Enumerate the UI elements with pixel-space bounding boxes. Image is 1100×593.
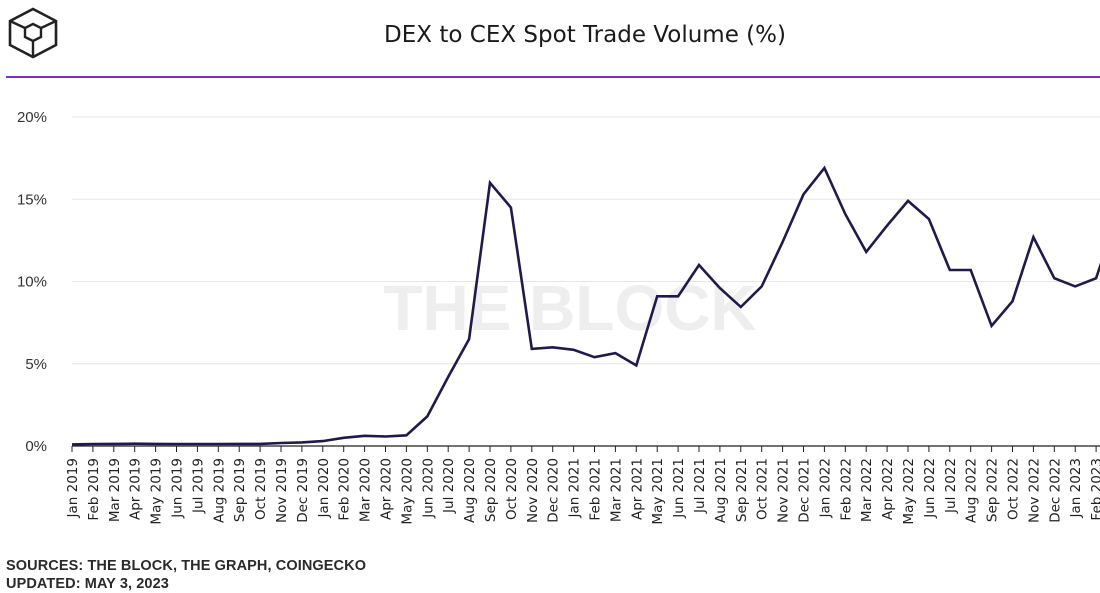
x-tick-label: Dec 2020 bbox=[546, 458, 562, 523]
x-tick-label: Dec 2021 bbox=[797, 458, 813, 523]
series-layer bbox=[71, 165, 1100, 446]
y-tick-label: 10% bbox=[17, 274, 47, 291]
x-tick-label: Nov 2022 bbox=[1026, 458, 1042, 523]
x-tick-label: Nov 2021 bbox=[776, 458, 792, 523]
x-tick-label: Jan 2023 bbox=[1068, 458, 1084, 518]
x-tick-label: Mar 2022 bbox=[859, 458, 875, 522]
y-axis-ticks: 0% 5% 10% 15% 20% bbox=[17, 109, 47, 455]
x-tick-label: Apr 2020 bbox=[379, 458, 395, 520]
x-tick-label: Jun 2019 bbox=[170, 458, 186, 519]
x-tick-label: Jan 2021 bbox=[567, 458, 583, 518]
x-tick-label: Mar 2020 bbox=[358, 458, 374, 522]
the-block-cube-icon bbox=[8, 7, 58, 59]
x-tick-label: Apr 2019 bbox=[128, 458, 144, 520]
x-tick-label: Oct 2021 bbox=[755, 458, 771, 520]
x-tick-label: Jun 2022 bbox=[922, 458, 938, 519]
x-tick-label: Feb 2022 bbox=[838, 458, 854, 521]
x-tick-label: Sep 2021 bbox=[734, 458, 750, 522]
x-tick-label: Dec 2019 bbox=[295, 458, 311, 523]
x-tick-label: Apr 2022 bbox=[880, 458, 896, 520]
x-tick-label: Jan 2022 bbox=[817, 458, 833, 518]
x-tick-label: Feb 2023 bbox=[1089, 458, 1100, 521]
x-tick-label: Feb 2019 bbox=[86, 458, 102, 521]
x-tick-label: May 2019 bbox=[149, 458, 165, 525]
x-tick-label: Oct 2022 bbox=[1006, 458, 1022, 520]
x-tick-label: Aug 2020 bbox=[462, 458, 478, 523]
x-tick-label: Aug 2021 bbox=[713, 458, 729, 523]
x-tick-label: Sep 2022 bbox=[985, 458, 1001, 522]
x-tick-label: Nov 2020 bbox=[525, 458, 541, 523]
y-tick-label: 0% bbox=[25, 438, 47, 455]
updated-line: UPDATED: MAY 3, 2023 bbox=[6, 576, 169, 592]
x-tick-label: Mar 2021 bbox=[608, 458, 624, 522]
title-divider bbox=[6, 76, 1100, 78]
series-line bbox=[71, 165, 1100, 446]
x-tick-label: Feb 2021 bbox=[588, 458, 604, 521]
x-tick-label: Mar 2019 bbox=[107, 458, 123, 522]
sources-line: SOURCES: THE BLOCK, THE GRAPH, COINGECKO bbox=[6, 558, 367, 574]
x-tick-label: May 2022 bbox=[901, 458, 917, 525]
x-tick-label: Jul 2022 bbox=[943, 458, 959, 514]
x-tick-label: Aug 2022 bbox=[964, 458, 980, 523]
x-tick-label: Jul 2019 bbox=[190, 458, 206, 514]
x-tick-label: Aug 2019 bbox=[211, 458, 227, 523]
x-tick-label: Jan 2019 bbox=[65, 458, 81, 518]
x-tick-label: May 2021 bbox=[650, 458, 666, 525]
y-tick-label: 15% bbox=[17, 191, 47, 208]
x-tick-label: Jul 2020 bbox=[441, 458, 457, 514]
x-tick-label: Jun 2020 bbox=[420, 458, 436, 519]
chart-title: DEX to CEX Spot Trade Volume (%) bbox=[384, 22, 786, 48]
x-tick-label: Nov 2019 bbox=[274, 458, 290, 523]
grid-lines bbox=[72, 116, 1100, 447]
x-tick-label: Apr 2021 bbox=[629, 458, 645, 520]
x-tick-label: Jun 2021 bbox=[671, 458, 687, 519]
x-tick-label: Sep 2019 bbox=[232, 458, 248, 522]
watermark-text: THE BLOCK bbox=[383, 272, 756, 344]
x-tick-label: Oct 2020 bbox=[504, 458, 520, 520]
x-tick-label: Oct 2019 bbox=[253, 458, 269, 520]
x-tick-label: Sep 2020 bbox=[483, 458, 499, 522]
x-tick-label: Jan 2020 bbox=[316, 458, 332, 518]
x-tick-label: Dec 2022 bbox=[1047, 458, 1063, 523]
x-tick-label: May 2020 bbox=[399, 458, 415, 525]
x-tick-label: Jul 2021 bbox=[692, 458, 708, 514]
x-axis-ticks: Jan 2019 Feb 2019 Mar 2019 Apr 2019 May 2019… bbox=[65, 446, 1100, 525]
line-chart: THE BLOCK 0% 5% 10% 15% 20% Jan 2019 Feb 2019… bbox=[17, 109, 1100, 525]
x-tick-label: Feb 2020 bbox=[337, 458, 353, 521]
y-tick-label: 5% bbox=[25, 356, 47, 373]
y-tick-label: 20% bbox=[17, 109, 47, 126]
sources-note: SOURCES: THE BLOCK, THE GRAPH, COINGECKO… bbox=[6, 557, 366, 593]
